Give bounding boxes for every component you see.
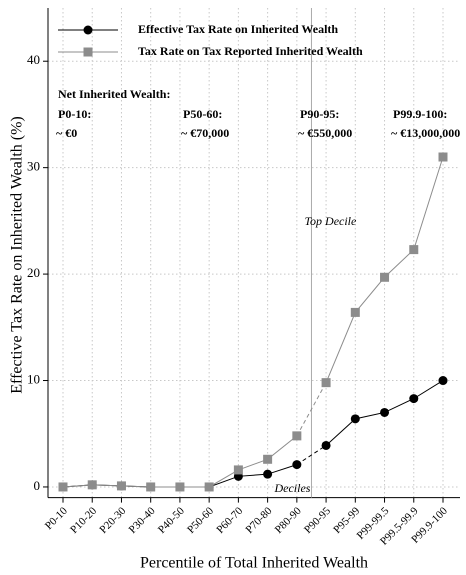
y-axis-label: Effective Tax Rate on Inherited Wealth (… — [9, 116, 26, 393]
legend-label: Tax Rate on Tax Reported Inherited Wealt… — [138, 44, 363, 58]
legend-marker — [83, 25, 93, 35]
x-tick-label: P60-70 — [214, 505, 245, 536]
marker — [204, 482, 214, 492]
wealth-amount: ~ €0 — [56, 126, 77, 140]
legend-label: Effective Tax Rate on Inherited Wealth — [138, 22, 338, 36]
y-tick-label: 40 — [27, 52, 40, 67]
wealth-amount: ~ €70,000 — [181, 126, 229, 140]
marker — [58, 482, 68, 492]
y-tick-label: 10 — [27, 372, 40, 387]
wealth-group: P50-60: — [183, 107, 222, 121]
marker — [292, 431, 302, 441]
marker — [350, 414, 360, 424]
marker — [438, 376, 448, 386]
x-tick-label: P10-20 — [68, 505, 99, 536]
x-axis-label: Percentile of Total Inherited Wealth — [140, 555, 368, 572]
y-tick-label: 20 — [27, 265, 40, 280]
marker — [409, 394, 419, 404]
series-connector — [296, 445, 327, 466]
x-tick-label: P0-10 — [43, 505, 70, 532]
x-tick-label: P70-80 — [244, 505, 275, 536]
wealth-amount: ~ €550,000 — [298, 126, 352, 140]
marker — [263, 469, 273, 479]
x-tick-label: P90-95 — [302, 505, 333, 536]
marker — [87, 480, 97, 490]
wealth-group: P0-10: — [58, 107, 91, 121]
wealth-group: P90-95: — [300, 107, 339, 121]
marker — [321, 440, 331, 450]
marker — [233, 465, 243, 475]
marker — [263, 454, 273, 464]
marker — [409, 245, 419, 255]
divider-label-top: Top Decile — [304, 214, 357, 228]
x-tick-label: P20-30 — [97, 505, 128, 536]
y-tick-label: 30 — [27, 159, 40, 174]
wealth-group: P99.9-100: — [393, 107, 447, 121]
marker — [438, 152, 448, 162]
wealth-amount: ~ €13,000,000 — [391, 126, 460, 140]
series-connector — [296, 382, 327, 437]
marker — [350, 307, 360, 317]
x-tick-label: P40-50 — [156, 505, 187, 536]
marker — [146, 482, 156, 492]
divider-label-bottom: Deciles — [273, 481, 310, 495]
y-tick-label: 0 — [34, 478, 41, 493]
wealth-header: Net Inherited Wealth: — [58, 87, 170, 101]
x-tick-label: P30-40 — [127, 505, 158, 536]
marker — [380, 407, 390, 417]
marker — [175, 482, 185, 492]
marker — [321, 378, 331, 388]
legend-marker — [83, 47, 93, 57]
x-tick-label: P80-90 — [273, 505, 304, 536]
marker — [292, 460, 302, 470]
marker — [116, 481, 126, 491]
marker — [380, 272, 390, 282]
x-tick-label: P50-60 — [185, 505, 216, 536]
